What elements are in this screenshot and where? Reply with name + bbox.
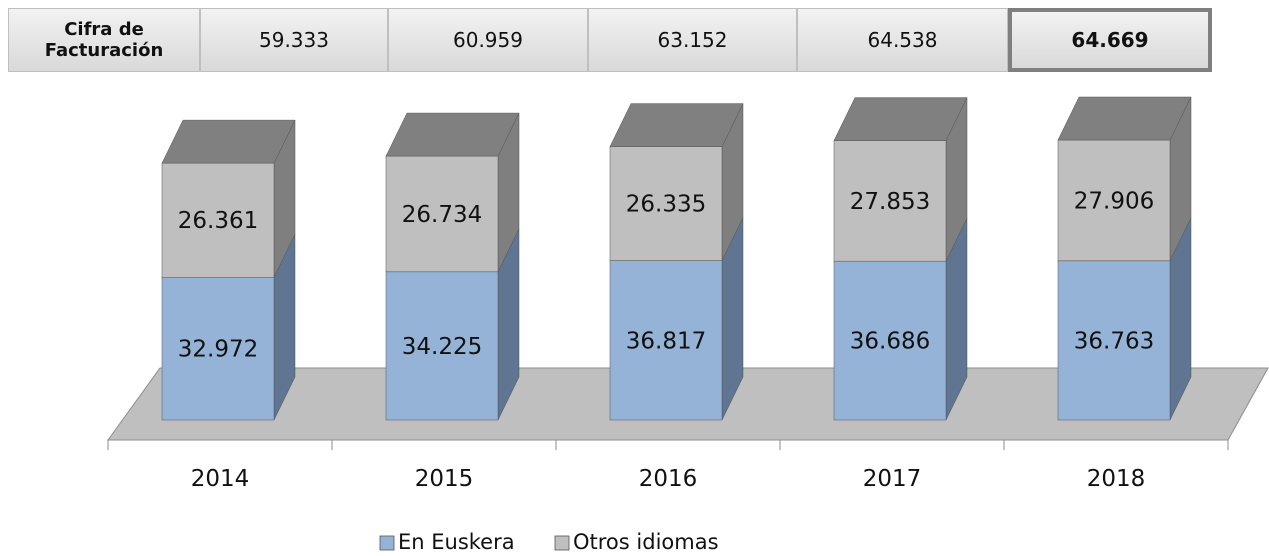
bar bbox=[1057, 139, 1171, 262]
value-label: 36.763 bbox=[1074, 328, 1154, 354]
bar-top bbox=[1057, 96, 1192, 141]
revenue-table: Cifra de Facturación 59.333 60.959 63.152 6… bbox=[8, 8, 1212, 72]
value-label: 27.853 bbox=[850, 189, 930, 215]
bar-top bbox=[385, 112, 520, 157]
value-label: 26.734 bbox=[402, 202, 482, 228]
bar bbox=[1057, 260, 1171, 421]
table-label: Cifra de Facturación bbox=[8, 8, 200, 72]
table-value: 63.152 bbox=[588, 8, 797, 72]
legend-swatch bbox=[554, 535, 570, 551]
value-label: 36.817 bbox=[626, 328, 706, 354]
value-label: 32.972 bbox=[178, 337, 258, 363]
value-label: 27.906 bbox=[1074, 188, 1154, 214]
table-value: 59.333 bbox=[200, 8, 388, 72]
bar-top bbox=[161, 119, 296, 164]
bar bbox=[385, 155, 499, 273]
table-value: 64.538 bbox=[797, 8, 1008, 72]
bar-top bbox=[609, 103, 744, 147]
bar bbox=[161, 162, 275, 278]
bar bbox=[609, 146, 723, 261]
bar bbox=[161, 276, 275, 421]
value-label: 26.335 bbox=[626, 192, 706, 218]
value-label: 34.225 bbox=[402, 334, 482, 360]
bar-top bbox=[833, 97, 968, 141]
x-tick-label: 2017 bbox=[863, 466, 922, 492]
x-tick-label: 2015 bbox=[415, 466, 474, 492]
bar bbox=[385, 271, 499, 421]
x-tick-label: 2016 bbox=[639, 466, 698, 492]
bar bbox=[833, 140, 947, 262]
legend-swatch bbox=[379, 535, 395, 551]
value-label: 36.686 bbox=[850, 329, 930, 355]
table-value: 60.959 bbox=[388, 8, 588, 72]
bar bbox=[609, 260, 723, 421]
x-tick-label: 2018 bbox=[1087, 466, 1146, 492]
table-value: 64.669 bbox=[1008, 8, 1212, 72]
value-label: 26.361 bbox=[178, 208, 258, 234]
legend-label: Otros idiomas bbox=[573, 530, 719, 554]
x-tick-label: 2014 bbox=[191, 466, 250, 492]
legend-label: En Euskera bbox=[398, 530, 515, 554]
bar bbox=[833, 260, 947, 421]
